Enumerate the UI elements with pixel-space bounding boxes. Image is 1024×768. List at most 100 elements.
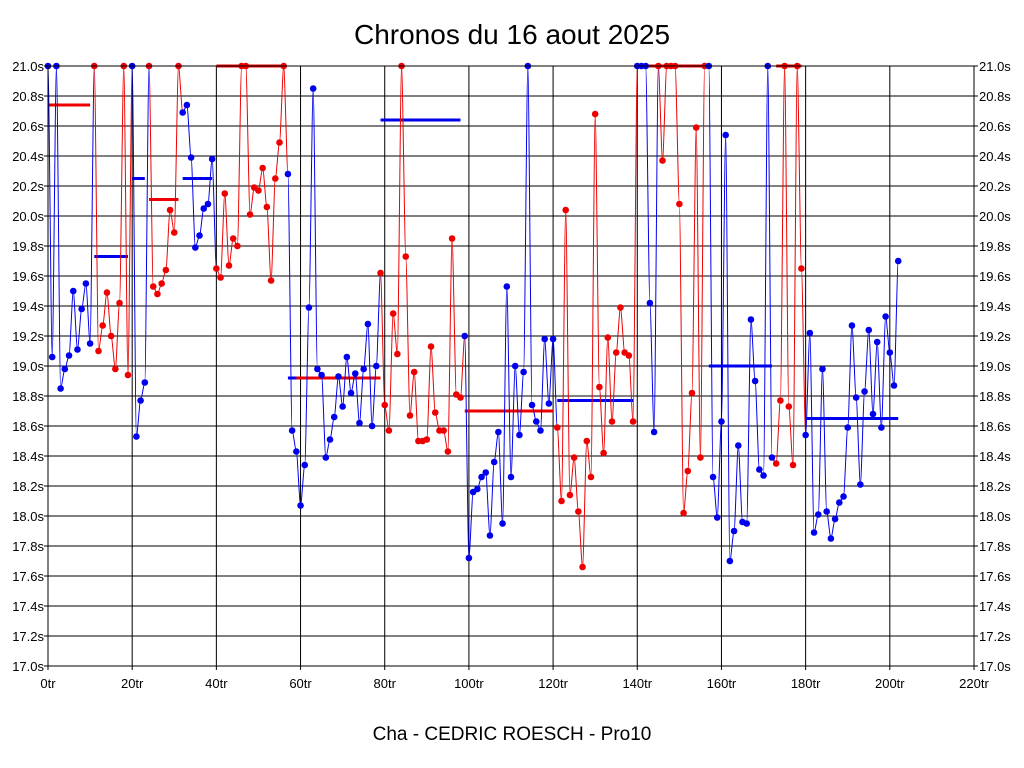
data-point [457, 394, 464, 401]
data-point [402, 253, 410, 260]
data-point [827, 535, 835, 542]
data-point [570, 454, 578, 461]
data-point [566, 491, 574, 499]
data-point [713, 514, 721, 521]
y-tick-label-left: 18.6s [12, 419, 44, 434]
x-axis-ticks: 0tr 20tr 40tr 60tr 80tr 100tr 120tr 140tr 160tr 1… [40, 666, 989, 691]
data-point [617, 304, 624, 311]
data-point [149, 283, 157, 290]
data-point [756, 466, 763, 473]
data-point [692, 124, 700, 131]
data-point [894, 257, 902, 265]
data-point [284, 170, 292, 178]
data-point [154, 290, 161, 298]
data-point [124, 371, 132, 379]
data-point [726, 557, 734, 565]
y-tick-label-right: 17.6s [979, 569, 1011, 584]
y-tick-label-left: 20.2s [12, 179, 44, 194]
data-point [495, 428, 502, 436]
data-point [255, 187, 262, 194]
data-point [137, 397, 144, 404]
data-point [802, 431, 809, 439]
data-point [234, 242, 241, 250]
x-tick-label: 80tr [374, 676, 397, 691]
x-tick-label: 60tr [289, 676, 312, 691]
data-point [48, 353, 56, 361]
data-point [65, 352, 73, 359]
data-point [192, 244, 199, 251]
data-point [743, 520, 751, 527]
y-tick-label-right: 18.0s [979, 509, 1011, 524]
data-point [528, 401, 536, 409]
y-tick-label-right: 18.8s [979, 389, 1011, 404]
data-point [629, 418, 637, 425]
data-point [246, 211, 254, 218]
data-point [385, 427, 393, 434]
data-point [482, 469, 490, 476]
y-tick-label-right: 17.2s [979, 629, 1011, 644]
y-tick-label-right: 19.4s [979, 299, 1011, 314]
data-point [882, 313, 889, 320]
y-tick-label-left: 18.8s [12, 389, 44, 404]
data-point [857, 481, 864, 488]
y-tick-label-right: 21.0s [979, 59, 1011, 74]
y-tick-label-right: 18.2s [979, 479, 1011, 494]
data-point [293, 448, 300, 455]
data-point [381, 401, 389, 409]
data-point [819, 365, 826, 373]
data-point [213, 265, 220, 272]
series-line-13 [708, 65, 777, 562]
data-point [583, 437, 591, 445]
data-point [200, 205, 208, 212]
data-point [465, 554, 473, 562]
data-point [503, 283, 511, 290]
y-tick-label-right: 17.4s [979, 599, 1011, 614]
data-point [229, 235, 237, 242]
data-point [61, 365, 69, 373]
series-line-15 [805, 260, 899, 540]
y-tick-label-right: 20.0s [979, 209, 1011, 224]
y-tick-label-left: 18.0s [12, 509, 44, 524]
data-point [339, 403, 346, 410]
data-point [554, 424, 561, 431]
data-point [377, 269, 384, 277]
data-point [873, 338, 881, 346]
y-tick-label-left: 19.0s [12, 359, 44, 374]
y-tick-label-left: 20.8s [12, 89, 44, 104]
data-point [69, 287, 77, 295]
x-tick-label: 220tr [959, 676, 989, 691]
data-point [608, 418, 616, 425]
x-tick-label: 40tr [205, 676, 228, 691]
data-point [305, 304, 313, 311]
data-point [166, 206, 174, 214]
y-tick-label-right: 20.2s [979, 179, 1011, 194]
data-point [107, 332, 115, 340]
y-tick-label-right: 19.8s [979, 239, 1011, 254]
data-point [604, 334, 612, 341]
data-point [360, 365, 367, 373]
data-point [196, 232, 203, 239]
x-tick-label: 160tr [707, 676, 737, 691]
data-point [760, 472, 767, 479]
data-point [183, 101, 191, 109]
data-point [579, 563, 586, 571]
data-point [486, 532, 494, 539]
data-point [179, 109, 186, 116]
data-point [625, 352, 633, 359]
data-point [86, 340, 94, 347]
data-point [373, 362, 380, 370]
data-point [78, 305, 85, 313]
y-tick-label-left: 20.6s [12, 119, 44, 134]
data-point [57, 385, 64, 392]
data-point [747, 316, 755, 323]
y-tick-label-left: 19.2s [12, 329, 44, 344]
data-point [587, 473, 595, 481]
y-tick-label-left: 18.2s [12, 479, 44, 494]
data-point [680, 509, 687, 517]
data-point [440, 427, 447, 434]
data-point [225, 262, 233, 269]
data-point [478, 473, 485, 481]
y-tick-label-right: 18.6s [979, 419, 1011, 434]
data-point [335, 373, 342, 380]
